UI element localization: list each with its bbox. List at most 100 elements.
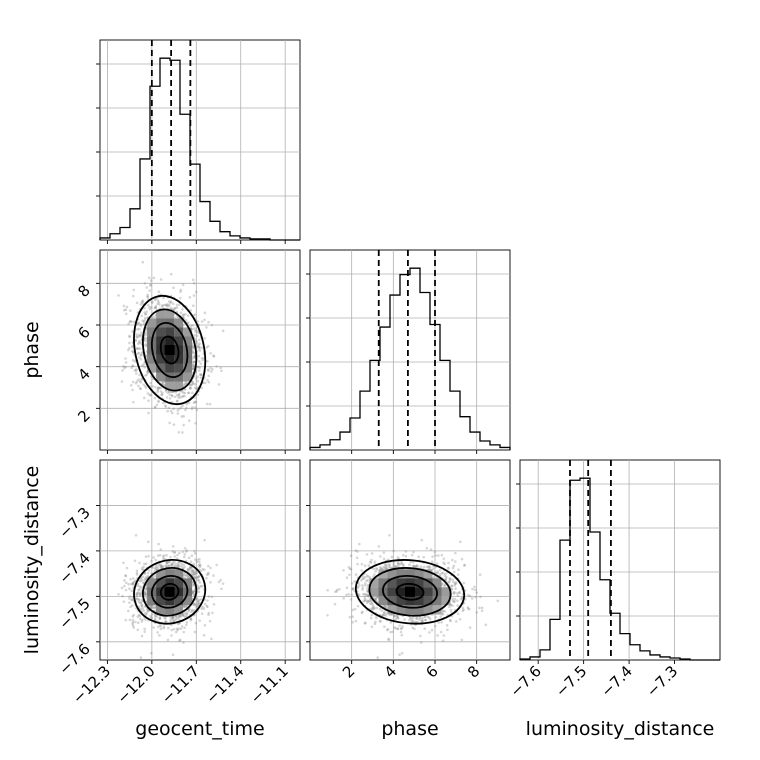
sample-point — [126, 348, 130, 352]
sample-point — [418, 618, 421, 621]
sample-point — [348, 615, 352, 619]
sample-point — [443, 610, 447, 613]
sample-point — [206, 359, 209, 363]
sample-point — [164, 616, 167, 620]
sample-point — [166, 626, 170, 630]
sample-point — [452, 580, 455, 584]
sample-point — [182, 555, 186, 559]
sample-point — [167, 564, 171, 568]
sample-point — [130, 320, 133, 324]
sample-point — [177, 393, 181, 397]
sample-point — [141, 260, 145, 264]
sample-point — [358, 542, 361, 546]
sample-point — [351, 608, 354, 612]
sample-point — [433, 550, 437, 554]
sample-point — [191, 591, 195, 594]
sample-point — [147, 411, 150, 415]
sample-point — [195, 606, 198, 609]
sample-point — [366, 578, 369, 582]
sample-point — [151, 606, 155, 609]
sample-point — [174, 391, 178, 394]
sample-point — [137, 347, 140, 350]
sample-point — [179, 627, 183, 631]
sample-point — [378, 607, 382, 611]
sample-point — [189, 618, 193, 622]
sample-point — [135, 571, 139, 575]
panel-luminosity_distance-luminosity_distance: −7.6 −7.5 −7.4 −7.3 — [507, 459, 721, 701]
sample-point — [143, 612, 147, 615]
sample-point — [194, 339, 198, 343]
sample-point — [363, 598, 367, 601]
sample-point — [205, 573, 209, 576]
sample-point — [201, 605, 204, 609]
sample-point — [153, 306, 157, 310]
sample-point — [191, 344, 195, 347]
sample-point — [454, 560, 457, 563]
sample-point — [184, 614, 188, 617]
sample-point — [452, 592, 455, 595]
sample-point — [137, 598, 141, 601]
y-tick-label: −7.4 — [55, 549, 93, 587]
sample-point — [135, 592, 138, 596]
sample-point — [128, 595, 132, 598]
sample-point — [159, 562, 162, 566]
sample-point — [211, 611, 214, 615]
sample-point — [140, 605, 144, 609]
sample-point — [158, 616, 162, 620]
sample-point — [135, 573, 139, 576]
sample-point — [187, 610, 190, 613]
sample-point — [131, 364, 135, 367]
sample-point — [198, 563, 202, 567]
sample-point — [197, 575, 201, 578]
density-cell — [165, 578, 175, 588]
sample-point — [211, 368, 214, 371]
sample-point — [150, 301, 154, 304]
sample-point — [152, 276, 156, 280]
sample-point — [190, 570, 193, 573]
sample-point — [450, 584, 454, 588]
sample-point — [333, 602, 337, 606]
sample-point — [442, 634, 446, 637]
sample-point — [156, 631, 160, 634]
sample-point — [413, 627, 416, 631]
sample-point — [388, 533, 391, 537]
sample-point — [217, 383, 221, 386]
sample-point — [388, 563, 391, 567]
sample-point — [423, 565, 426, 569]
sample-point — [175, 627, 179, 631]
sample-point — [146, 571, 150, 575]
sample-point — [196, 575, 200, 579]
sample-point — [385, 567, 388, 570]
sample-point — [437, 621, 440, 624]
sample-point — [161, 382, 165, 385]
sample-point — [197, 578, 201, 582]
sample-point — [194, 576, 198, 580]
sample-point — [145, 373, 148, 377]
sample-point — [462, 608, 465, 611]
sample-point — [212, 355, 216, 358]
sample-point — [142, 322, 146, 326]
sample-point — [142, 320, 146, 323]
sample-point — [473, 585, 476, 589]
panel-geocent_time-geocent_time — [96, 39, 301, 244]
sample-point — [157, 399, 160, 402]
sample-point — [168, 390, 171, 394]
sample-point — [193, 360, 196, 364]
sample-point — [456, 594, 460, 597]
sample-point — [203, 311, 207, 315]
sample-point — [326, 613, 329, 617]
sample-point — [429, 548, 433, 551]
sample-point — [192, 367, 195, 370]
density-cell — [174, 596, 184, 606]
sample-point — [172, 286, 175, 290]
sample-point — [137, 605, 141, 608]
sample-point — [375, 596, 378, 599]
sample-point — [366, 584, 370, 587]
sample-point — [163, 383, 166, 387]
sample-point — [203, 381, 207, 385]
sample-point — [143, 365, 147, 369]
sample-point — [175, 400, 179, 403]
sample-point — [197, 354, 201, 358]
sample-point — [183, 565, 186, 569]
